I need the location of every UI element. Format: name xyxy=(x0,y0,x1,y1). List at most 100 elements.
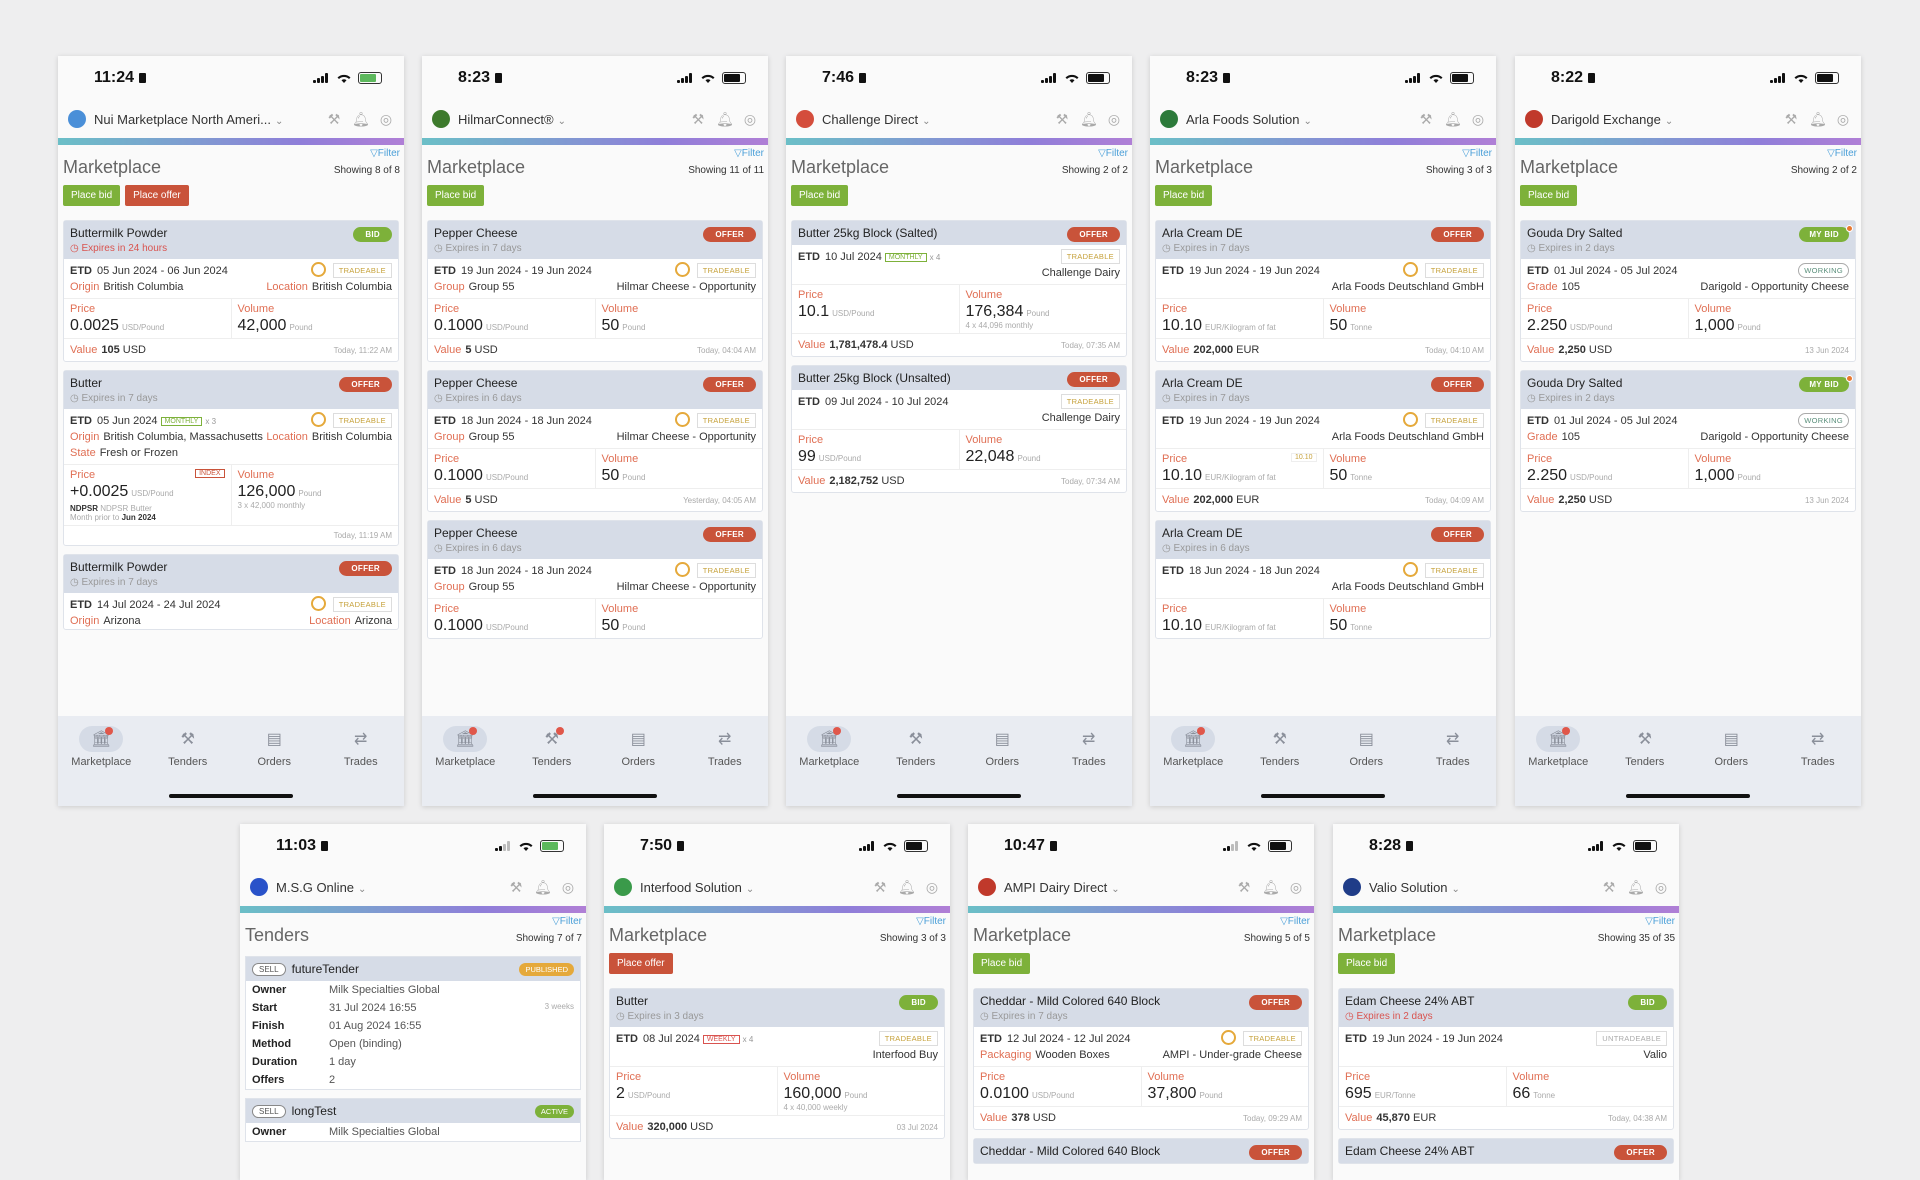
user-icon[interactable]: ◎ xyxy=(379,110,393,127)
bell-icon[interactable]: 🔔︎ xyxy=(352,110,370,127)
user-icon[interactable]: ◎ xyxy=(1836,110,1850,127)
hammer-icon[interactable]: ⚒ xyxy=(691,110,705,127)
listing-card[interactable]: Pepper Cheese ◷ Expires in 7 days OFFER ETD… xyxy=(427,220,763,362)
bell-icon[interactable]: 🔔︎ xyxy=(534,878,552,895)
listing-card[interactable]: Butter ◷ Expires in 3 days BID ETD 08 Jul 20… xyxy=(609,988,945,1139)
place-bid-button[interactable]: Place bid xyxy=(791,185,849,206)
listing-card[interactable]: Gouda Dry Salted ◷ Expires in 2 days MY BI… xyxy=(1520,370,1856,512)
filter-button[interactable]: ▽Filter xyxy=(1827,148,1857,159)
listing-card[interactable]: Pepper Cheese ◷ Expires in 6 days OFFER ETD… xyxy=(427,520,763,639)
place-bid-button[interactable]: Place bid xyxy=(1520,185,1578,206)
user-icon[interactable]: ◎ xyxy=(561,878,575,895)
tab-tenders[interactable]: ⚒ Tenders xyxy=(512,726,592,806)
hammer-icon[interactable]: ⚒ xyxy=(1419,110,1433,127)
clock: 11:03 xyxy=(276,837,317,854)
price-value: 695 xyxy=(1345,1085,1372,1102)
filter-button[interactable]: ▽Filter xyxy=(734,148,764,159)
filter-button[interactable]: ▽Filter xyxy=(1098,148,1128,159)
app-switcher[interactable]: Arla Foods Solution ⌄ xyxy=(1186,112,1410,127)
tab-trades[interactable]: ⇄ Trades xyxy=(321,726,401,806)
listing-card[interactable]: Pepper Cheese ◷ Expires in 6 days OFFER ETD… xyxy=(427,370,763,512)
bell-icon[interactable]: 🔔︎ xyxy=(1444,110,1462,127)
hammer-icon[interactable]: ⚒ xyxy=(1602,878,1616,895)
app-switcher[interactable]: Challenge Direct ⌄ xyxy=(822,112,1046,127)
app-switcher[interactable]: Darigold Exchange ⌄ xyxy=(1551,112,1775,127)
listing-card[interactable]: Cheddar - Mild Colored 640 Block ◷ Expire… xyxy=(973,988,1309,1130)
user-icon[interactable]: ◎ xyxy=(1471,110,1485,127)
listing-card[interactable]: Arla Cream DE ◷ Expires in 7 days OFFER ETD… xyxy=(1155,220,1491,362)
listing-card[interactable]: Arla Cream DE ◷ Expires in 6 days OFFER ETD… xyxy=(1155,520,1491,639)
tab-orders[interactable]: ▤ Orders xyxy=(1326,726,1406,806)
tab-orders[interactable]: ▤ Orders xyxy=(1691,726,1771,806)
app-switcher[interactable]: Interfood Solution ⌄ xyxy=(640,880,864,895)
tab-tenders[interactable]: ⚒ Tenders xyxy=(876,726,956,806)
filter-button[interactable]: ▽Filter xyxy=(552,916,582,927)
user-icon[interactable]: ◎ xyxy=(925,878,939,895)
listing-card[interactable]: Cheddar - Mild Colored 640 Block OFFER xyxy=(973,1138,1309,1164)
tab-marketplace[interactable]: 🏛︎ Marketplace xyxy=(789,726,869,806)
app-logo xyxy=(1525,110,1543,128)
tab-trades[interactable]: ⇄ Trades xyxy=(685,726,765,806)
tab-trades[interactable]: ⇄ Trades xyxy=(1413,726,1493,806)
listing-card[interactable]: Gouda Dry Salted ◷ Expires in 2 days MY BI… xyxy=(1520,220,1856,362)
user-icon[interactable]: ◎ xyxy=(1107,110,1121,127)
listing-card[interactable]: Buttermilk Powder ◷ Expires in 7 days OFFE… xyxy=(63,554,399,630)
bell-icon[interactable]: 🔔︎ xyxy=(1080,110,1098,127)
app-switcher[interactable]: AMPI Dairy Direct ⌄ xyxy=(1004,880,1228,895)
bell-icon[interactable]: 🔔︎ xyxy=(1809,110,1827,127)
place-offer-button[interactable]: Place offer xyxy=(609,953,673,974)
tab-marketplace[interactable]: 🏛︎ Marketplace xyxy=(425,726,505,806)
tab-orders[interactable]: ▤ Orders xyxy=(234,726,314,806)
place-offer-button[interactable]: Place offer xyxy=(125,185,189,206)
tab-marketplace[interactable]: 🏛︎ Marketplace xyxy=(1518,726,1598,806)
tab-orders[interactable]: ▤ Orders xyxy=(598,726,678,806)
side-badge: OFFER xyxy=(1067,227,1120,242)
user-icon[interactable]: ◎ xyxy=(743,110,757,127)
filter-button[interactable]: ▽Filter xyxy=(1462,148,1492,159)
listing-card[interactable]: Edam Cheese 24% ABT OFFER xyxy=(1338,1138,1674,1164)
filter-button[interactable]: ▽Filter xyxy=(1645,916,1675,927)
user-icon[interactable]: ◎ xyxy=(1289,878,1303,895)
tab-marketplace[interactable]: 🏛︎ Marketplace xyxy=(61,726,141,806)
chevron-down-icon: ⌄ xyxy=(1664,115,1674,127)
hammer-icon[interactable]: ⚒ xyxy=(327,110,341,127)
place-bid-button[interactable]: Place bid xyxy=(973,953,1031,974)
tab-tenders[interactable]: ⚒ Tenders xyxy=(1605,726,1685,806)
app-switcher[interactable]: Nui Marketplace North Ameri... ⌄ xyxy=(94,112,318,127)
tab-trades[interactable]: ⇄ Trades xyxy=(1778,726,1858,806)
user-icon[interactable]: ◎ xyxy=(1654,878,1668,895)
tab-marketplace[interactable]: 🏛︎ Marketplace xyxy=(1153,726,1233,806)
app-switcher[interactable]: HilmarConnect® ⌄ xyxy=(458,112,682,127)
hammer-icon[interactable]: ⚒ xyxy=(873,878,887,895)
volume-value: 50 xyxy=(601,467,620,484)
tab-orders[interactable]: ▤ Orders xyxy=(962,726,1042,806)
tab-trades[interactable]: ⇄ Trades xyxy=(1049,726,1129,806)
place-bid-button[interactable]: Place bid xyxy=(1338,953,1396,974)
bell-icon[interactable]: 🔔︎ xyxy=(1262,878,1280,895)
listing-card[interactable]: Buttermilk Powder ◷ Expires in 24 hours BI… xyxy=(63,220,399,362)
app-switcher[interactable]: Valio Solution ⌄ xyxy=(1369,880,1593,895)
bell-icon[interactable]: 🔔︎ xyxy=(898,878,916,895)
place-bid-button[interactable]: Place bid xyxy=(63,185,121,206)
bell-icon[interactable]: 🔔︎ xyxy=(1627,878,1645,895)
filter-button[interactable]: ▽Filter xyxy=(370,148,400,159)
tab-tenders[interactable]: ⚒ Tenders xyxy=(1240,726,1320,806)
tab-tenders[interactable]: ⚒ Tenders xyxy=(148,726,228,806)
filter-button[interactable]: ▽Filter xyxy=(1280,916,1310,927)
place-bid-button[interactable]: Place bid xyxy=(1155,185,1213,206)
tender-card[interactable]: SELL futureTender PUBLISHED Owner Milk Speci… xyxy=(245,956,581,1090)
filter-button[interactable]: ▽Filter xyxy=(916,916,946,927)
hammer-icon[interactable]: ⚒ xyxy=(1784,110,1798,127)
listing-card[interactable]: Butter ◷ Expires in 7 days OFFER ETD 05 Jun … xyxy=(63,370,399,546)
hammer-icon[interactable]: ⚒ xyxy=(509,878,523,895)
bell-icon[interactable]: 🔔︎ xyxy=(716,110,734,127)
listing-card[interactable]: Edam Cheese 24% ABT ◷ Expires in 2 days BI… xyxy=(1338,988,1674,1130)
app-switcher[interactable]: M.S.G Online ⌄ xyxy=(276,880,500,895)
listing-card[interactable]: Butter 25kg Block (Salted) OFFER ETD 10 Jul… xyxy=(791,220,1127,357)
hammer-icon[interactable]: ⚒ xyxy=(1055,110,1069,127)
listing-card[interactable]: Arla Cream DE ◷ Expires in 7 days OFFER ETD… xyxy=(1155,370,1491,512)
listing-card[interactable]: Butter 25kg Block (Unsalted) OFFER ETD 09 J… xyxy=(791,365,1127,493)
place-bid-button[interactable]: Place bid xyxy=(427,185,485,206)
tender-card[interactable]: SELL longTest ACTIVE Owner Milk Specialties … xyxy=(245,1098,581,1142)
hammer-icon[interactable]: ⚒ xyxy=(1237,878,1251,895)
